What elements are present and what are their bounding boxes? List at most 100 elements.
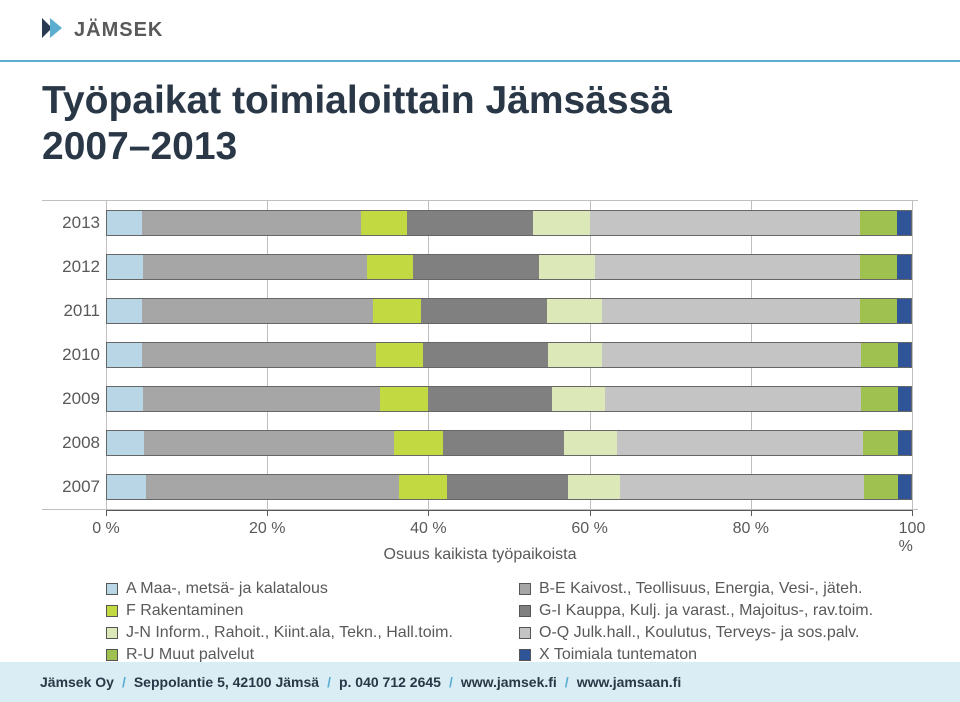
legend-label: O-Q Julk.hall., Koulutus, Terveys- ja so… [539,624,859,642]
title-block: Työpaikat toimialoittain Jämsässä 2007–2… [42,78,918,170]
bar-segment [373,299,421,323]
bar-segment [144,431,394,455]
legend-swatch [519,627,531,639]
footer-separator: / [114,674,134,690]
chart-row: 2009 [42,377,918,421]
bar-segment [107,343,142,367]
legend-item: A Maa-, metsä- ja kalatalous [106,580,491,598]
bar-segment [407,211,533,235]
bar-segment [861,387,898,411]
bar-segment [142,299,373,323]
y-category-label: 2010 [42,345,100,365]
legend-item: O-Q Julk.hall., Koulutus, Terveys- ja so… [519,624,904,642]
y-category-label: 2007 [42,477,100,497]
bar-segment [568,475,620,499]
bar-segment [443,431,564,455]
stacked-bar-chart: 2013201220112010200920082007 0 %20 %40 %… [42,200,918,664]
stacked-bar [106,474,912,500]
bar-segment [861,343,898,367]
bar-segment [897,299,911,323]
page-title-line2: 2007–2013 [42,124,918,170]
footer-text: Jämsek Oy/Seppolantie 5, 42100 Jämsä/p. … [0,674,681,690]
bar-segment [590,211,859,235]
legend-label: A Maa-, metsä- ja kalatalous [126,580,328,598]
footer: Jämsek Oy/Seppolantie 5, 42100 Jämsä/p. … [0,662,960,702]
bar-segment [107,431,144,455]
bar-segment [107,255,143,279]
y-category-label: 2012 [42,257,100,277]
y-category-label: 2011 [42,301,100,321]
x-axis-labels: 0 %20 %40 %60 %80 %100 % [42,520,918,544]
bar-segment [539,255,595,279]
stacked-bar [106,386,912,412]
y-category-label: 2009 [42,389,100,409]
legend-label: J-N Inform., Rahoit., Kiint.ala, Tekn., … [126,624,453,642]
bar-segment [107,299,142,323]
footer-part: www.jamsaan.fi [577,674,682,690]
bar-segment [897,211,911,235]
bar-segment [367,255,414,279]
bar-segment [533,211,590,235]
bar-segment [423,343,548,367]
bar-segment [380,387,428,411]
chart-legend: A Maa-, metsä- ja kalatalous B-E Kaivost.… [42,580,918,664]
bar-segment [602,343,861,367]
bar-segment [863,431,898,455]
bar-segment [898,343,911,367]
legend-item: F Rakentaminen [106,602,491,620]
bar-segment [142,211,361,235]
bar-segment [620,475,864,499]
legend-label: G-I Kauppa, Kulj. ja varast., Majoitus-,… [539,602,873,620]
y-category-label: 2008 [42,433,100,453]
legend-item: G-I Kauppa, Kulj. ja varast., Majoitus-,… [519,602,904,620]
bar-segment [146,475,399,499]
brand-name: JÄMSEK [74,19,163,42]
stacked-bar [106,210,912,236]
legend-label: F Rakentaminen [126,602,243,620]
bar-segment [898,475,911,499]
legend-swatch [106,649,118,661]
x-tick-label: 0 % [92,520,120,538]
bar-segment [107,387,143,411]
bar-segment [143,255,367,279]
legend-label: B-E Kaivost., Teollisuus, Energia, Vesi-… [539,580,862,598]
header-divider [0,60,960,62]
x-tick [912,510,913,516]
footer-separator: / [441,674,461,690]
bar-segment [605,387,861,411]
brand-logo: JÄMSEK [38,14,163,47]
bar-segment [602,299,860,323]
stacked-bar [106,342,912,368]
bar-segment [564,431,616,455]
stacked-bar [106,298,912,324]
chart-row: 2008 [42,421,918,465]
bar-segment [552,387,606,411]
y-category-label: 2013 [42,213,100,233]
bar-segment [860,299,897,323]
bar-segment [399,475,447,499]
stacked-bar [106,430,912,456]
footer-separator: / [319,674,339,690]
legend-item: J-N Inform., Rahoit., Kiint.ala, Tekn., … [106,624,491,642]
bar-segment [428,387,552,411]
bar-segment [860,255,898,279]
chart-row: 2011 [42,289,918,333]
bar-segment [864,475,899,499]
bar-segment [898,387,911,411]
chart-row: 2013 [42,201,918,245]
chart-row: 2012 [42,245,918,289]
bar-segment [394,431,443,455]
bar-segment [547,299,602,323]
slide: JÄMSEK Työpaikat toimialoittain Jämsässä… [0,0,960,702]
footer-part: p. 040 712 2645 [339,674,441,690]
chart-row: 2010 [42,333,918,377]
bar-segment [143,387,379,411]
legend-swatch [106,605,118,617]
bar-segment [421,299,546,323]
x-tick-label: 20 % [249,520,285,538]
chart-plot-area: 2013 2012 2011 2010 2009 2008 2007 [42,200,918,510]
stacked-bar [106,254,912,280]
header: JÄMSEK [0,0,960,62]
chart-row: 2007 [42,465,918,509]
bar-segment [376,343,423,367]
